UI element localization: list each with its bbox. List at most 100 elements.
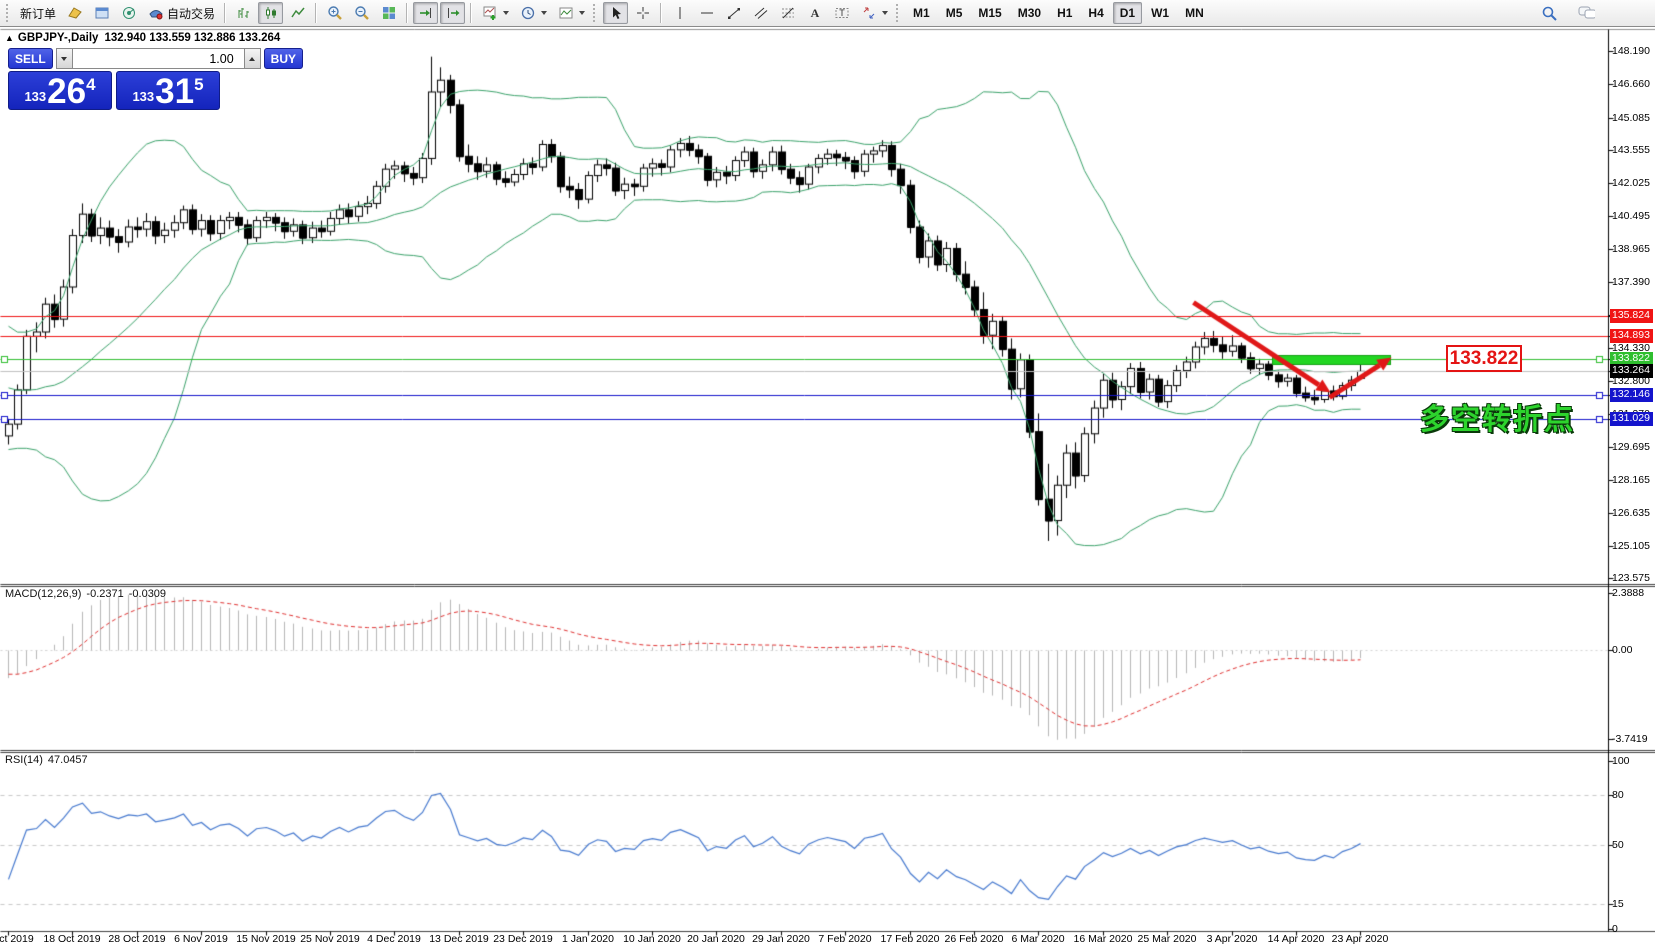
market-watch-button[interactable] (62, 2, 87, 24)
line-chart-button[interactable] (285, 2, 310, 24)
dropdown-caret-icon[interactable] (579, 11, 586, 15)
timeframe-w1-label: W1 (1151, 6, 1170, 20)
data-window-button[interactable] (89, 2, 114, 24)
search-icon (1541, 5, 1558, 21)
svg-text:A: A (810, 6, 819, 20)
channel-button[interactable] (748, 2, 773, 24)
zoom-out-button[interactable] (349, 2, 374, 24)
timeframe-h1-label: H1 (1057, 6, 1073, 20)
zoom-in-button[interactable] (322, 2, 347, 24)
dropdown-caret-icon[interactable] (541, 11, 548, 15)
toolbar-separator (406, 3, 409, 23)
toolbar-drag-handle[interactable] (896, 4, 902, 22)
toolbar-drag-handle[interactable] (593, 4, 599, 22)
template-icon (557, 5, 574, 21)
chart-title: ▲ GBPJPY-,Daily 132.940 133.559 132.886 13… (5, 32, 286, 44)
macd-name: MACD(12,26,9) (5, 588, 82, 600)
auto-trading-icon (147, 5, 164, 21)
fibonacci-button[interactable] (775, 2, 800, 24)
zoom-out-icon (353, 5, 370, 21)
data-window-icon (93, 5, 110, 21)
dropdown-caret-icon[interactable] (882, 11, 889, 15)
rsi-name: RSI(14) (5, 754, 43, 766)
tile-windows-button[interactable] (376, 2, 401, 24)
templates-button[interactable] (553, 2, 589, 24)
candlestick-chart-button[interactable] (258, 2, 284, 24)
ohlc-values: 132.940 133.559 132.886 133.264 (104, 32, 281, 44)
macd-indicator-label: MACD(12,26,9) -0.2371 -0.0309 (5, 588, 171, 600)
timeframe-mn[interactable]: MN (1178, 2, 1211, 24)
search-button[interactable] (1537, 2, 1562, 24)
timeframe-d1[interactable]: D1 (1112, 2, 1143, 24)
timeframe-d1-label: D1 (1119, 6, 1136, 20)
symbol-period-label: GBPJPY-,Daily (17, 32, 99, 44)
new-order-button[interactable]: 新订单 (16, 2, 60, 24)
sell-price-big: 26 (47, 72, 87, 111)
sell-price-sup: 4 (86, 75, 96, 94)
arrows-button[interactable] (856, 2, 892, 24)
timeframe-m15-label: M15 (978, 6, 1002, 20)
auto-scroll-button[interactable] (413, 2, 439, 24)
turning-point-annotation[interactable]: 多空转折点 (1420, 404, 1576, 436)
label-button[interactable]: T (829, 2, 854, 24)
sell-button[interactable]: SELL (8, 48, 53, 69)
rsi-value: 47.0457 (47, 754, 88, 766)
toolbar-drag-handle[interactable] (6, 4, 12, 22)
line-chart-icon (289, 5, 306, 21)
toolbar-separator (470, 3, 473, 23)
buy-button[interactable]: BUY (263, 48, 304, 69)
bar-chart-icon (235, 5, 252, 21)
toolbar: 新订单 自动交易 A T M1 M5 M15 M30 H1 H4 D1 W1 MN (0, 0, 1655, 27)
text-button[interactable]: A (802, 2, 827, 24)
timeframe-h4[interactable]: H4 (1081, 2, 1110, 24)
auto-trading-button[interactable]: 自动交易 (143, 2, 219, 24)
crosshair-button[interactable] (630, 2, 655, 24)
radar-icon (120, 5, 137, 21)
indicators-button[interactable] (477, 2, 513, 24)
chat-button[interactable] (1574, 2, 1599, 24)
timeframe-m15[interactable]: M15 (971, 2, 1008, 24)
trendline-button[interactable] (721, 2, 746, 24)
cursor-button[interactable] (603, 2, 629, 24)
chart-canvas[interactable] (0, 28, 1655, 950)
timeframe-w1[interactable]: W1 (1144, 2, 1176, 24)
volume-input[interactable] (72, 48, 244, 69)
fibonacci-icon (779, 5, 796, 21)
caret-up-icon (249, 56, 256, 61)
price-annotation-box[interactable]: 133.822 (1446, 345, 1522, 372)
buy-price-sup: 5 (194, 75, 204, 94)
dropdown-caret-icon[interactable] (503, 11, 510, 15)
auto-trading-button-label: 自动交易 (167, 6, 216, 21)
sell-price-panel[interactable]: 133 26 4 (8, 71, 112, 110)
zoom-in-icon (326, 5, 343, 21)
macd-value-signal: -0.0309 (128, 588, 167, 600)
toolbar-separator (660, 3, 663, 23)
sell-price-prefix: 133 (24, 89, 47, 104)
timeframe-h1[interactable]: H1 (1050, 2, 1079, 24)
timeframe-m30-label: M30 (1017, 6, 1042, 20)
chart-shift-icon (444, 5, 461, 21)
chart-shift-button[interactable] (440, 2, 466, 24)
horizontal-line-button[interactable] (694, 2, 719, 24)
buy-price-prefix: 133 (132, 89, 155, 104)
volume-decrease-button[interactable] (55, 48, 73, 69)
timeframe-m1[interactable]: M1 (906, 2, 937, 24)
timeframe-m30[interactable]: M30 (1011, 2, 1048, 24)
buy-price-panel[interactable]: 133 31 5 (116, 71, 220, 110)
collapse-icon[interactable]: ▲ (5, 33, 14, 43)
timeframe-mn-label: MN (1185, 6, 1204, 20)
toolbar-separator (315, 3, 318, 23)
text-icon: A (806, 5, 823, 21)
periods-button[interactable] (515, 2, 551, 24)
volume-increase-button[interactable] (243, 48, 261, 69)
candlestick-icon (262, 5, 279, 21)
timeframe-m5[interactable]: M5 (939, 2, 970, 24)
macd-value-main: -0.2371 (86, 588, 124, 600)
tile-windows-icon (380, 5, 397, 21)
crosshair-icon (634, 5, 651, 21)
vertical-line-button[interactable] (667, 2, 692, 24)
bar-chart-button[interactable] (231, 2, 256, 24)
strategy-tester-button[interactable] (116, 2, 141, 24)
rsi-indicator-label: RSI(14) 47.0457 (5, 754, 93, 766)
